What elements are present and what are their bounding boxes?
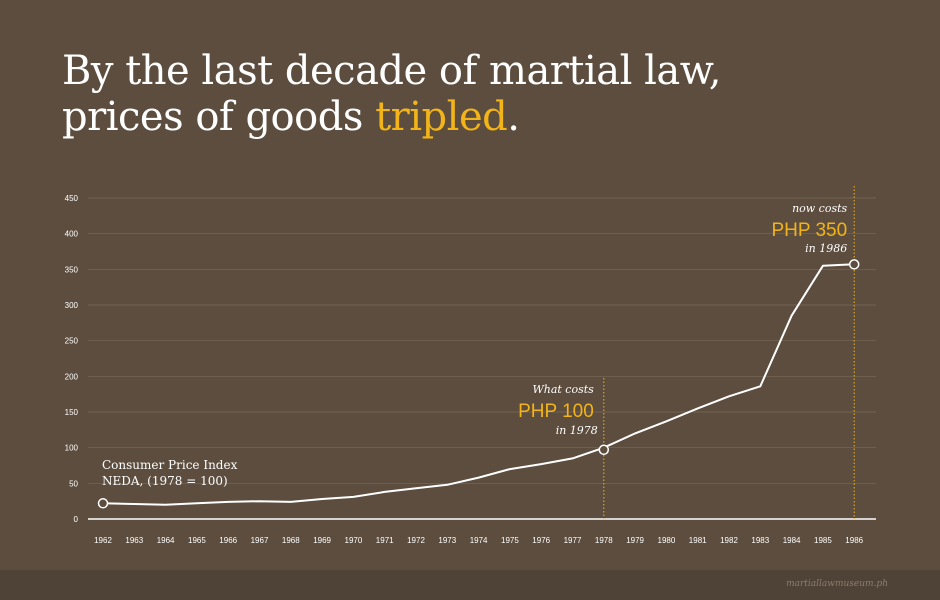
headline-accent-word: tripled bbox=[375, 94, 508, 140]
source-credit: martiallawmuseum.ph bbox=[786, 579, 888, 589]
y-tick-label-400: 400 bbox=[65, 230, 79, 239]
x-tick-label-1980: 1980 bbox=[658, 536, 676, 545]
series-line-cpi bbox=[102, 263, 855, 506]
x-tick-label-1971: 1971 bbox=[376, 536, 394, 545]
y-tick-label-50: 50 bbox=[69, 479, 78, 488]
x-tick-label-1976: 1976 bbox=[532, 536, 550, 545]
x-tick-label-1964: 1964 bbox=[157, 536, 175, 545]
y-tick-label-150: 150 bbox=[65, 408, 79, 417]
x-tick-label-1974: 1974 bbox=[470, 536, 488, 545]
grid-lines bbox=[88, 197, 876, 520]
headline-line2-suffix: . bbox=[507, 94, 520, 140]
x-tick-label-1966: 1966 bbox=[219, 536, 237, 545]
x-tick-label-1982: 1982 bbox=[720, 536, 738, 545]
x-tick-label-1967: 1967 bbox=[251, 536, 269, 545]
point-marker-1986 bbox=[848, 259, 860, 270]
y-tick-label-350: 350 bbox=[65, 265, 79, 274]
x-tick-label-1986: 1986 bbox=[845, 536, 863, 545]
x-tick-label-1963: 1963 bbox=[125, 536, 143, 545]
point-markers bbox=[97, 259, 860, 509]
x-tick-label-1975: 1975 bbox=[501, 536, 519, 545]
x-tick-label-1972: 1972 bbox=[407, 536, 425, 545]
x-tick-label-1984: 1984 bbox=[783, 536, 801, 545]
x-tick-label-1983: 1983 bbox=[751, 536, 769, 545]
footer-bar: martiallawmuseum.ph bbox=[0, 570, 940, 600]
headline-line2-prefix: prices of goods bbox=[62, 94, 376, 140]
x-tick-label-1962: 1962 bbox=[94, 536, 112, 545]
headline-line1: By the last decade of martial law, bbox=[62, 48, 721, 94]
annotation-1986-line1: now costs bbox=[792, 202, 847, 215]
y-axis-ticks: 0 50 100 150 200 250 300 350 400 450 bbox=[65, 194, 79, 524]
point-marker-1962 bbox=[97, 498, 109, 509]
y-tick-label-250: 250 bbox=[65, 337, 79, 346]
annotation-1986-price: PHP 350 bbox=[771, 220, 847, 241]
annotation-1986-line3: in 1986 bbox=[805, 242, 847, 255]
series-label-line1: Consumer Price Index bbox=[102, 458, 238, 472]
y-tick-label-0: 0 bbox=[74, 515, 79, 524]
x-axis-ticks: 1962 1963 1964 1965 1966 1967 1968 1969 1970 1971… bbox=[94, 536, 864, 545]
y-tick-label-200: 200 bbox=[65, 372, 79, 381]
x-tick-label-1969: 1969 bbox=[313, 536, 331, 545]
headline: By the last decade of martial law, price… bbox=[62, 48, 721, 140]
x-tick-label-1985: 1985 bbox=[814, 536, 832, 545]
annotation-1978-line3: in 1978 bbox=[556, 424, 598, 437]
x-tick-label-1970: 1970 bbox=[345, 536, 363, 545]
x-tick-label-1968: 1968 bbox=[282, 536, 300, 545]
point-marker-1978 bbox=[598, 444, 610, 456]
cpi-line-chart: 0 50 100 150 200 250 300 350 400 450 1962 1963 1964… bbox=[65, 186, 876, 545]
annotation-1978-price: PHP 100 bbox=[518, 401, 594, 422]
x-tick-label-1965: 1965 bbox=[188, 536, 206, 545]
series-label-line2: NEDA, (1978 = 100) bbox=[102, 474, 228, 488]
y-tick-label-300: 300 bbox=[65, 301, 79, 310]
x-tick-label-1973: 1973 bbox=[438, 536, 456, 545]
x-tick-label-1981: 1981 bbox=[689, 536, 707, 545]
x-tick-label-1977: 1977 bbox=[564, 536, 582, 545]
x-tick-label-1979: 1979 bbox=[626, 536, 644, 545]
annotation-1978-line1: What costs bbox=[532, 383, 594, 396]
x-tick-label-1978: 1978 bbox=[595, 536, 613, 545]
y-tick-label-450: 450 bbox=[65, 194, 79, 203]
y-tick-label-100: 100 bbox=[65, 444, 79, 453]
